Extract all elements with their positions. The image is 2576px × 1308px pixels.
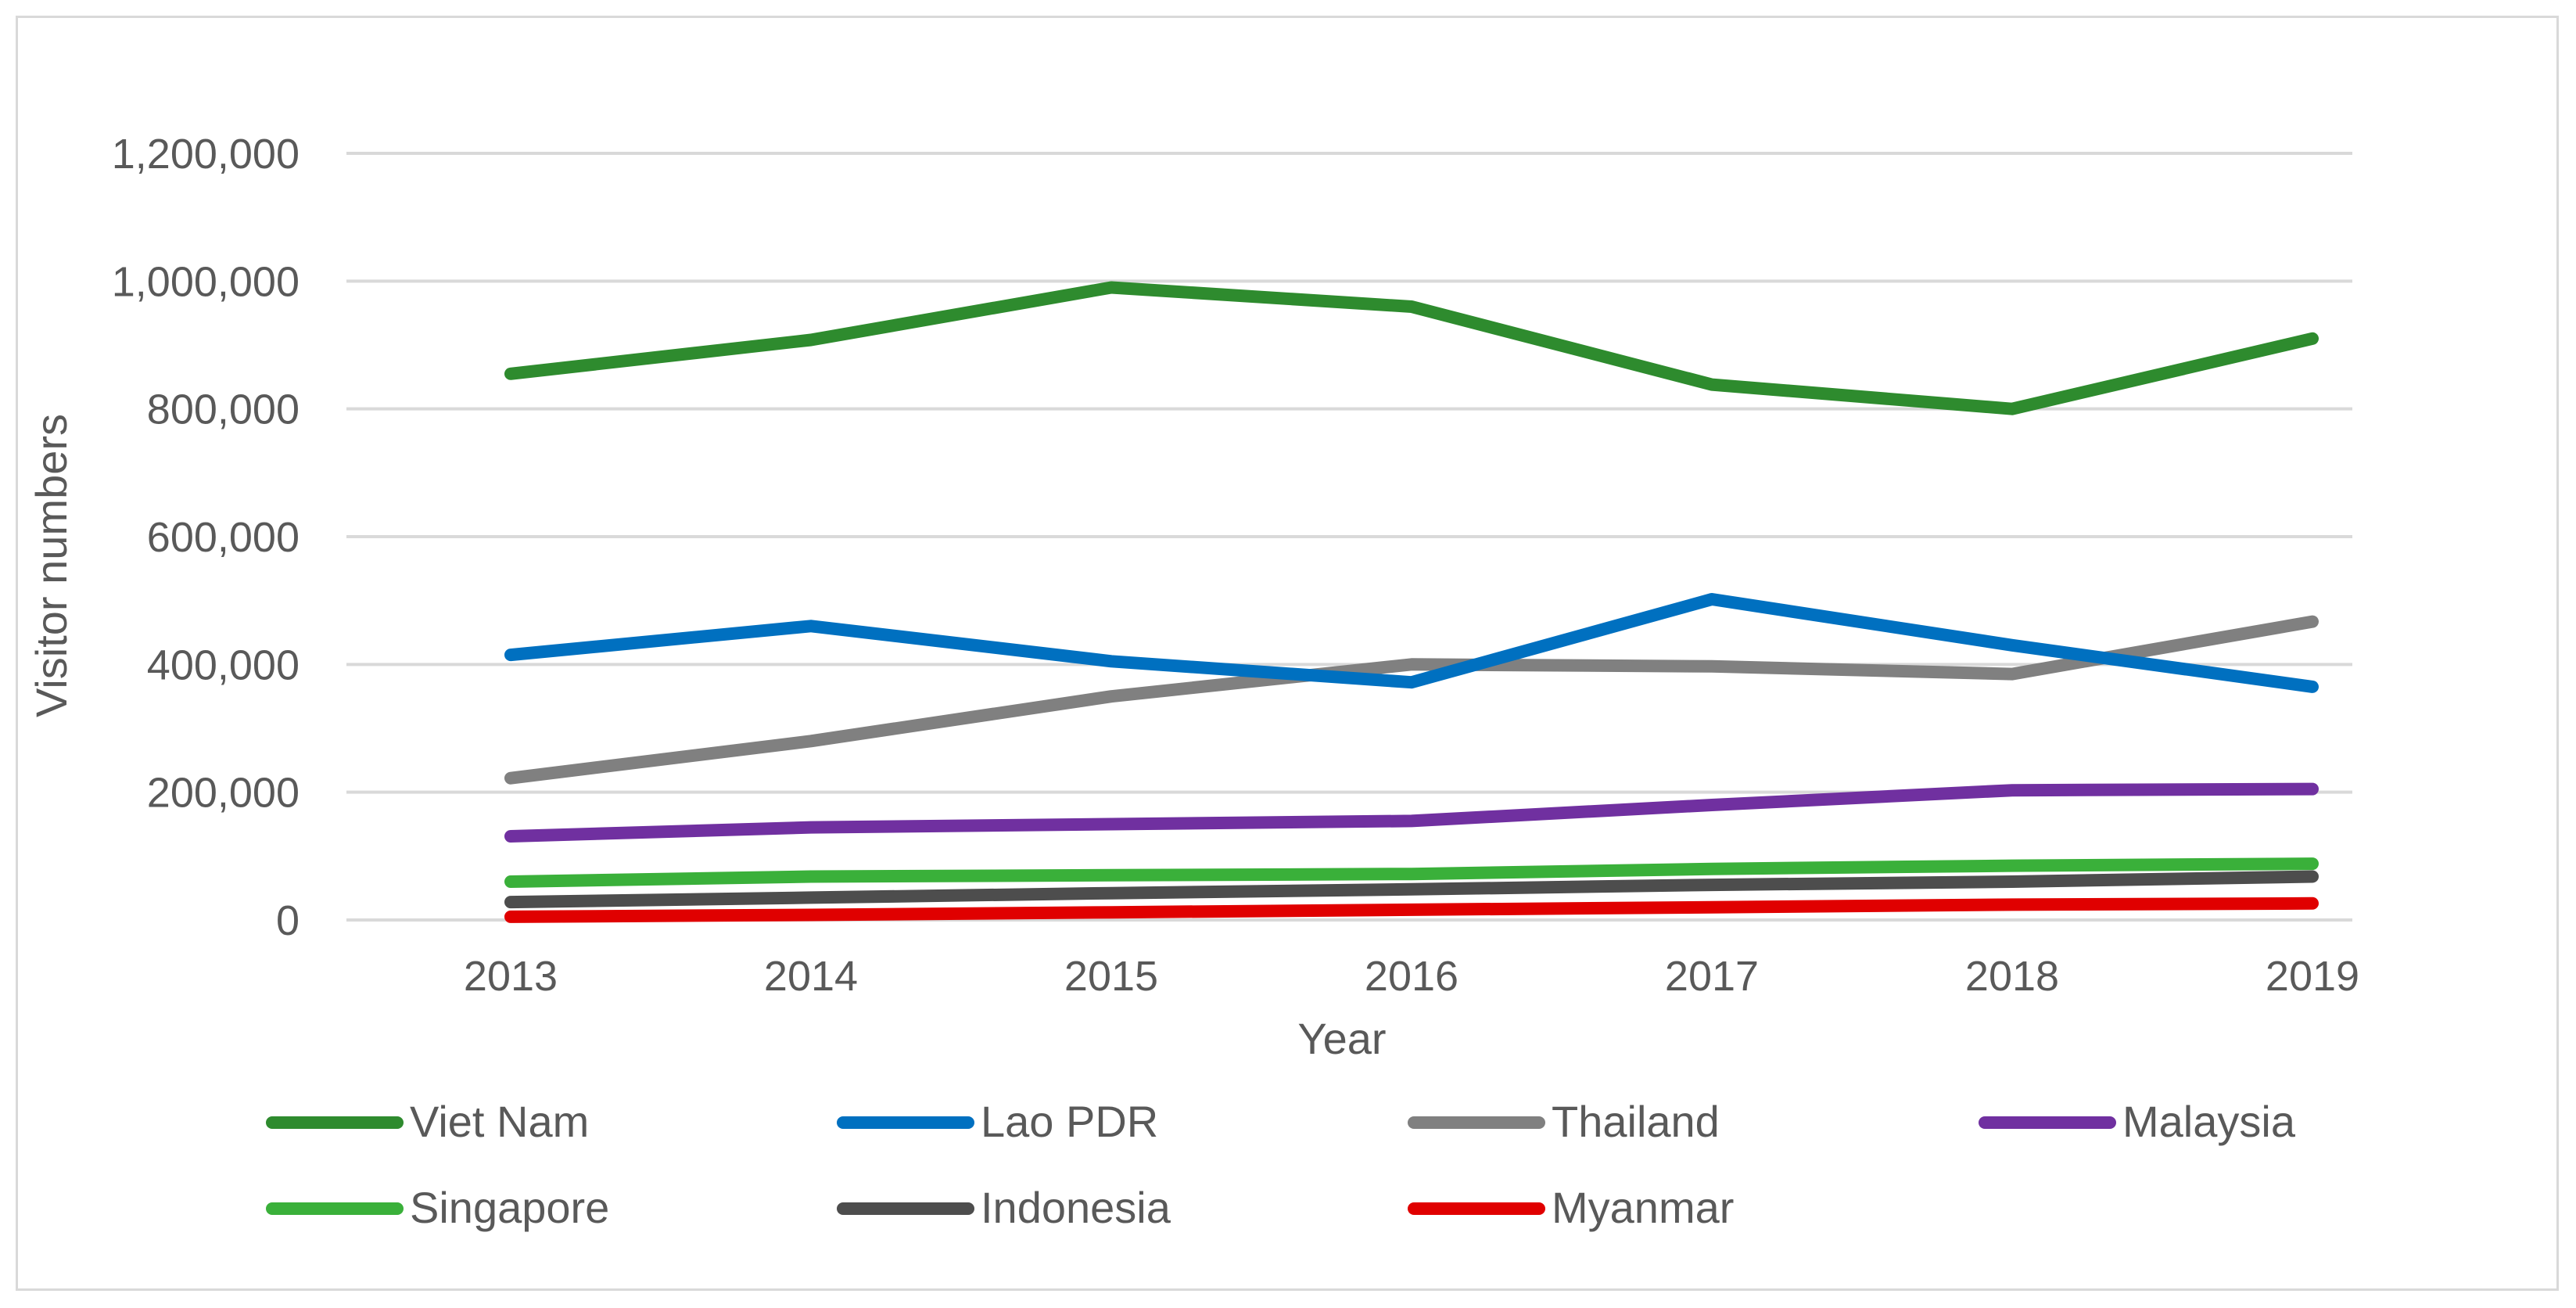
y-tick-label: 1,000,000 <box>112 258 300 305</box>
legend: Viet Nam Lao PDR Thailand Malaysia Singapore… <box>266 1097 2296 1232</box>
series-line-malaysia <box>504 782 2319 843</box>
x-tick-label: 2016 <box>1365 953 1458 1000</box>
legend-label: Malaysia <box>2122 1097 2296 1146</box>
y-tick-label: 0 <box>276 897 300 944</box>
gridlines <box>346 152 2352 922</box>
y-tick-label: 1,200,000 <box>112 131 300 178</box>
legend-item-lao-pdr: Lao PDR <box>837 1097 1158 1146</box>
x-tick-label: 2014 <box>764 953 858 1000</box>
series-line-thailand <box>504 615 2319 785</box>
legend-item-indonesia: Indonesia <box>837 1183 1171 1232</box>
y-axis-title: Visitor numbers <box>27 414 76 717</box>
legend-item-malaysia: Malaysia <box>1979 1097 2296 1146</box>
x-axis-title: Year <box>1297 1014 1386 1063</box>
series-lines <box>504 281 2319 923</box>
legend-item-singapore: Singapore <box>266 1183 609 1232</box>
series-line-singapore <box>504 857 2319 888</box>
x-tick-label: 2018 <box>1965 953 2059 1000</box>
y-axis-ticks: 0 200,000 400,000 600,000 800,000 1,000,000 1,… <box>112 131 300 944</box>
y-tick-label: 600,000 <box>147 514 300 561</box>
legend-item-viet-nam: Viet Nam <box>266 1097 589 1146</box>
legend-label: Indonesia <box>981 1183 1171 1232</box>
series-line-myanmar <box>504 897 2319 923</box>
legend-label: Lao PDR <box>981 1097 1158 1146</box>
y-tick-label: 200,000 <box>147 770 300 817</box>
series-line-viet-nam <box>504 281 2319 415</box>
x-tick-label: 2017 <box>1665 953 1759 1000</box>
line-chart: 0 200,000 400,000 600,000 800,000 1,000,000 1,… <box>27 131 2359 1232</box>
y-tick-label: 400,000 <box>147 641 300 688</box>
y-tick-label: 800,000 <box>147 386 300 433</box>
legend-item-myanmar: Myanmar <box>1408 1183 1734 1232</box>
legend-label: Viet Nam <box>410 1097 589 1146</box>
legend-label: Myanmar <box>1552 1183 1734 1232</box>
series-line-indonesia <box>504 870 2319 909</box>
chart-frame: 0 200,000 400,000 600,000 800,000 1,000,000 1,… <box>16 16 2559 1291</box>
x-tick-label: 2019 <box>2266 953 2359 1000</box>
x-axis-ticks: 2013 2014 2015 2016 2017 2018 2019 <box>464 953 2359 1000</box>
x-tick-label: 2013 <box>464 953 558 1000</box>
series-line-lao-pdr <box>504 593 2319 693</box>
legend-label: Singapore <box>410 1183 609 1232</box>
x-tick-label: 2015 <box>1064 953 1158 1000</box>
legend-label: Thailand <box>1552 1097 1720 1146</box>
legend-item-thailand: Thailand <box>1408 1097 1720 1146</box>
